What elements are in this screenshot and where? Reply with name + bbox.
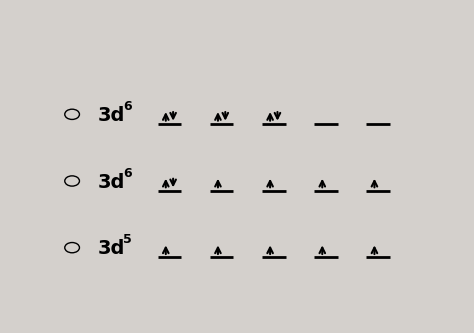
Text: 6: 6	[123, 167, 131, 180]
Text: 3d: 3d	[98, 106, 125, 125]
Text: 6: 6	[123, 100, 131, 113]
Text: 3d: 3d	[98, 173, 125, 192]
Text: 5: 5	[123, 233, 132, 246]
Text: 3d: 3d	[98, 239, 125, 258]
